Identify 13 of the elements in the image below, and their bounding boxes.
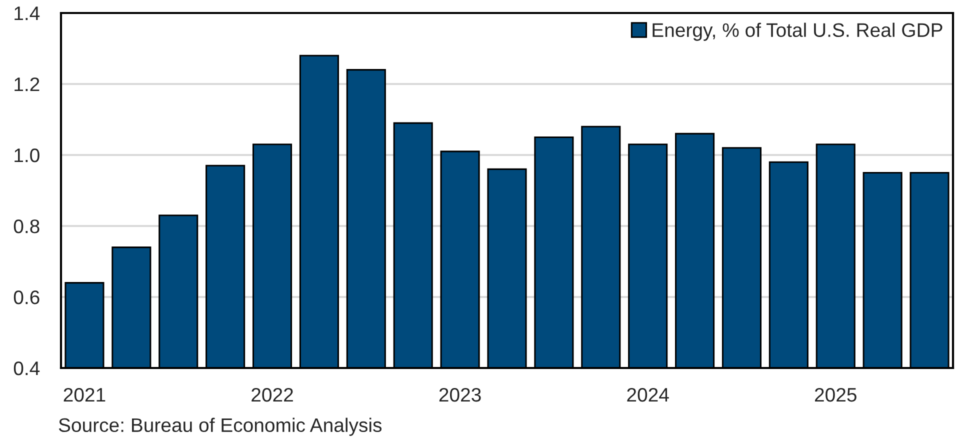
y-tick-label: 0.6 [14,290,40,304]
y-tick-label: 1.0 [14,148,40,162]
x-tick-label: 2022 [252,388,293,402]
x-tick-label: 2024 [627,388,669,402]
source-note: Source: Bureau of Economic Analysis [58,418,382,436]
y-tick-label: 0.4 [14,361,40,376]
x-tick-label: 2023 [439,388,481,402]
x-tick-label: 2025 [814,388,856,402]
legend-label: Energy, % of Total U.S. Real GDP [652,22,942,41]
y-tick-label: 1.4 [14,6,40,20]
y-tick-label: 0.8 [14,219,40,234]
x-tick-label: 2021 [64,388,106,402]
y-tick-label: 1.2 [14,77,40,92]
